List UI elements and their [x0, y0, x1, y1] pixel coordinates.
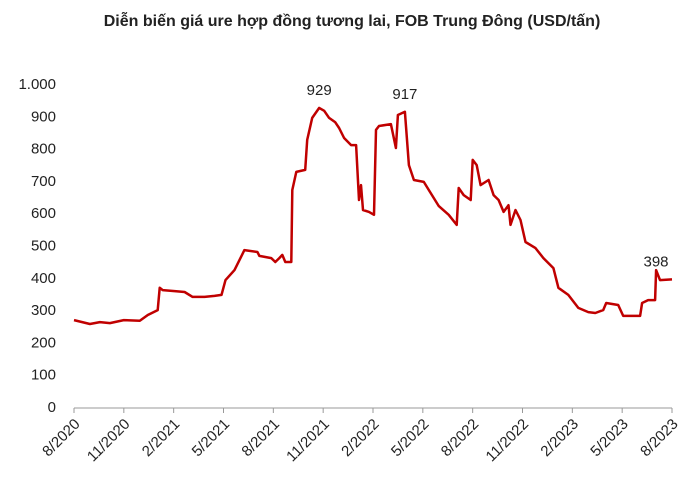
- y-tick-label: 0: [48, 399, 56, 416]
- x-tick-label: 2/2021: [139, 416, 183, 460]
- x-tick-label: 2/2022: [338, 416, 382, 460]
- y-tick-label: 900: [31, 108, 56, 125]
- y-tick-label: 1.000: [18, 76, 56, 93]
- y-tick-label: 600: [31, 205, 56, 222]
- y-tick-label: 200: [31, 334, 56, 351]
- peak-label: 917: [392, 86, 417, 103]
- y-tick-label: 300: [31, 302, 56, 319]
- y-tick-label: 100: [31, 367, 56, 384]
- x-tick-label: 5/2023: [587, 416, 631, 460]
- chart-title: Diễn biến giá ure hợp đồng tương lai, FO…: [104, 11, 601, 30]
- x-tick-label: 2/2023: [537, 416, 581, 460]
- y-tick-label: 500: [31, 237, 56, 254]
- y-tick-label: 700: [31, 173, 56, 190]
- peak-label: 929: [307, 82, 332, 99]
- x-tick-label: 5/2021: [189, 416, 233, 460]
- x-tick-label: 11/2020: [84, 416, 134, 466]
- y-tick-label: 400: [31, 270, 56, 287]
- x-tick-label: 8/2021: [238, 416, 282, 460]
- price-line: [73, 106, 673, 326]
- x-tick-label: 5/2022: [388, 416, 432, 460]
- y-tick-label: 800: [31, 141, 56, 158]
- x-tick-label: 8/2020: [39, 416, 83, 460]
- peak-label: 398: [643, 253, 668, 270]
- x-tick-label: 8/2023: [637, 416, 681, 460]
- x-tick-label: 11/2021: [283, 416, 333, 466]
- x-tick-label: 8/2022: [438, 416, 482, 460]
- x-tick-label: 11/2022: [483, 416, 533, 466]
